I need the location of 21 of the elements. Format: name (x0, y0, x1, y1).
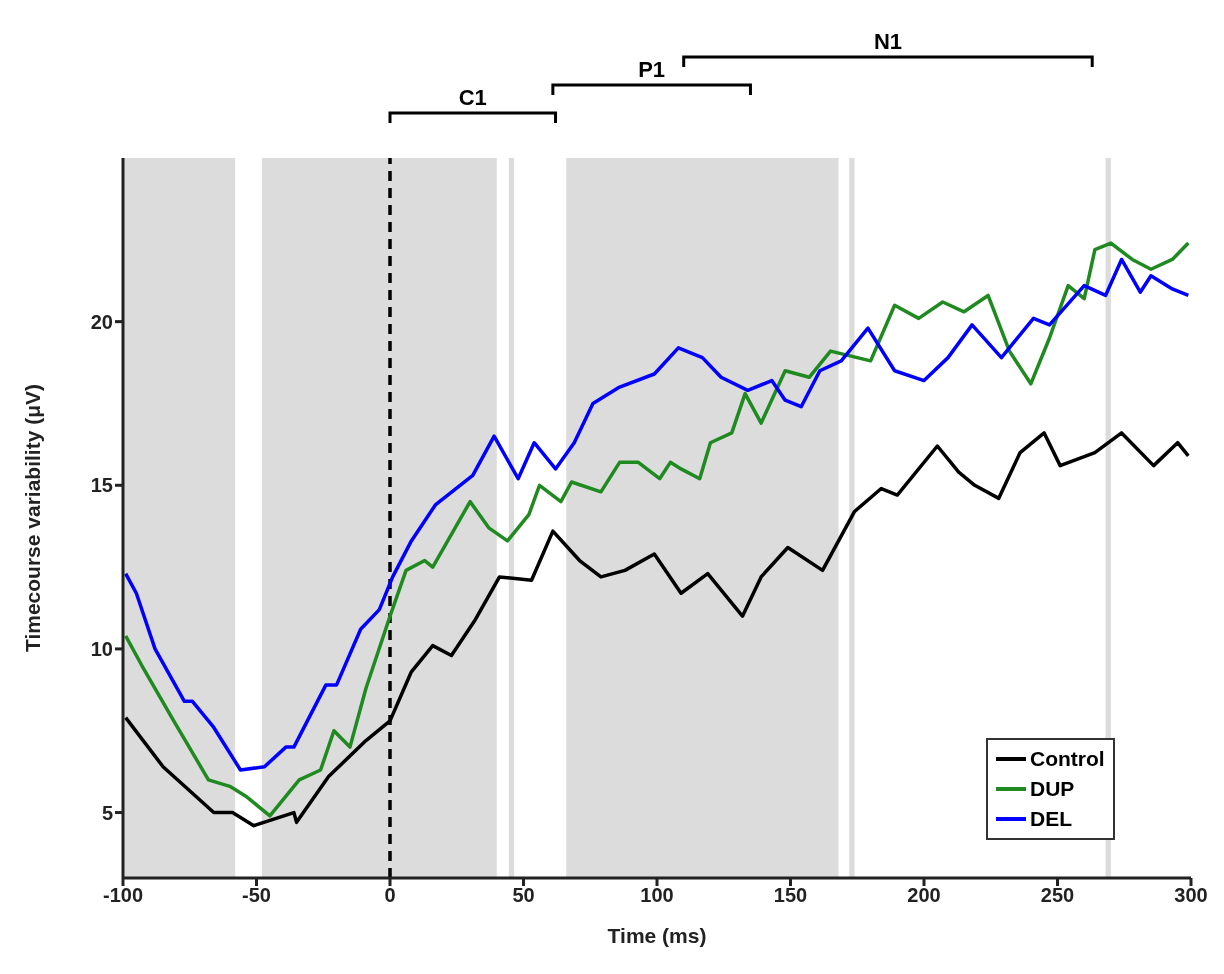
text: N1 (873, 29, 903, 54)
text: P1 (638, 57, 666, 82)
x-tick-label: 150 (773, 884, 808, 907)
x-tick-label: 50 (512, 884, 535, 907)
x-tick-label: -100 (102, 884, 144, 907)
x-tick-label: 300 (1174, 884, 1208, 907)
legend-label: DEL (1030, 807, 1072, 831)
y-tick-label: 10 (90, 638, 113, 661)
y-tick-label: 15 (90, 474, 113, 497)
x-tick-label: 0 (384, 884, 396, 907)
x-tick-label: -50 (242, 884, 271, 907)
y-tick-label: 5 (101, 801, 113, 824)
y-tick-label: 20 (90, 310, 113, 333)
x-tick-label: 250 (1040, 884, 1075, 907)
text: C1 (458, 85, 487, 110)
y-axis-title: Timecourse variability (μV) (21, 383, 45, 653)
x-tick-label: 100 (640, 884, 674, 907)
legend-label: DUP (1030, 777, 1075, 801)
legend-label: Control (1030, 747, 1105, 771)
x-axis-title: Time (ms) (607, 924, 707, 947)
x-tick-label: 200 (907, 884, 941, 907)
